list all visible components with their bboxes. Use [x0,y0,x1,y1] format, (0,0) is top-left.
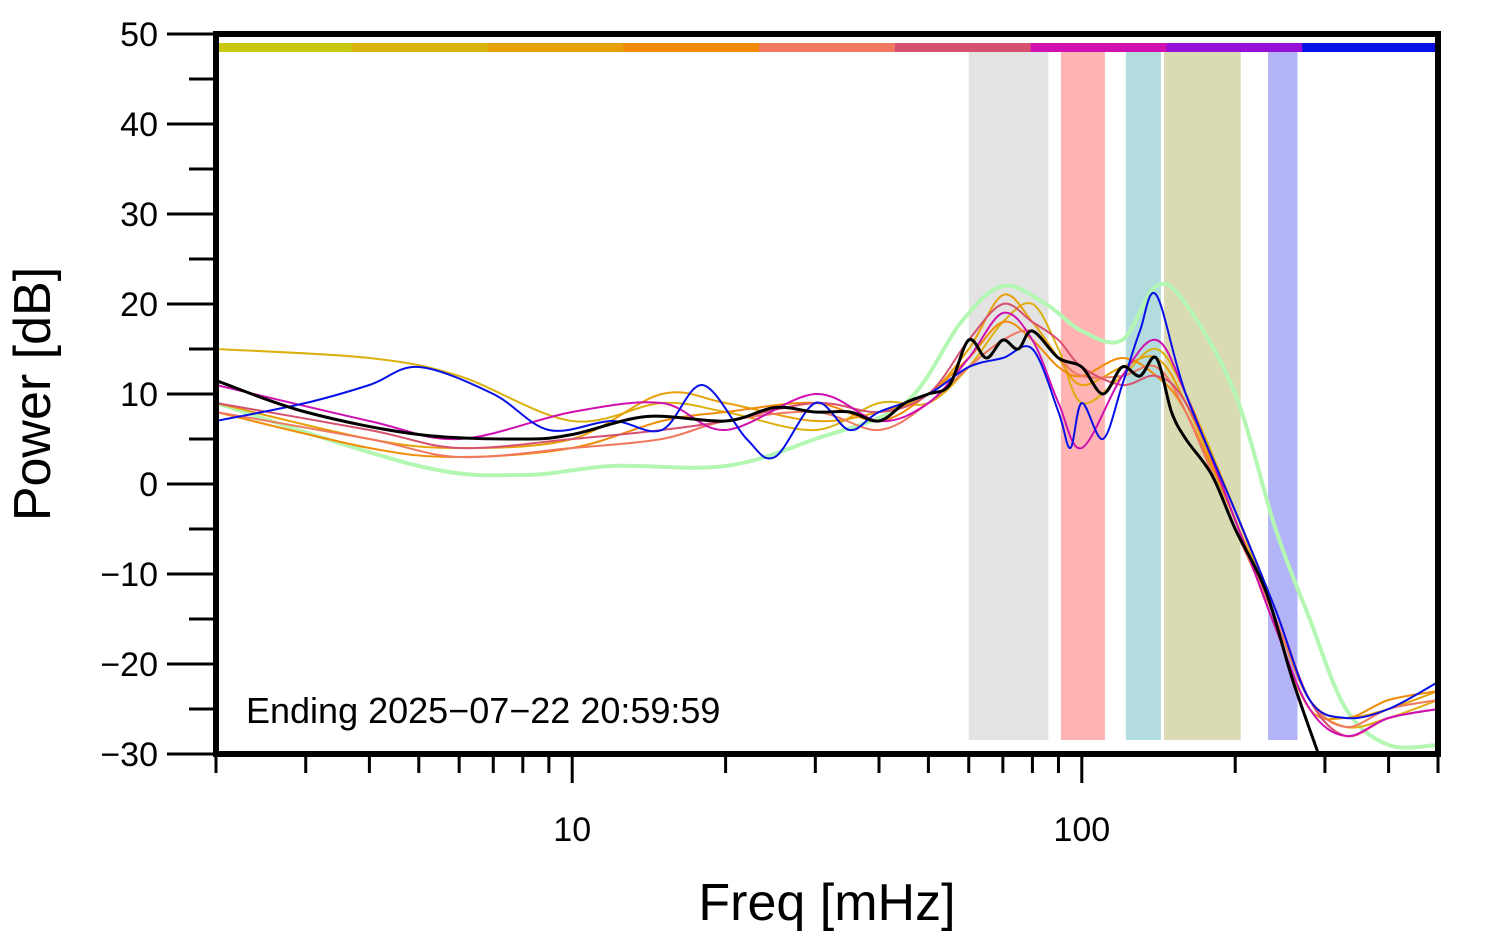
y-tick-label-10: 10 [120,376,158,414]
y-axis-ticks: −30 −20 −10 0 10 20 30 40 50 [100,16,213,774]
y-axis-label: Power [dB] [4,267,62,521]
x-tick-label-10: 10 [553,811,591,849]
series-line-5 [216,302,1438,738]
frequency-bands [968,52,1298,740]
series-lines [216,281,1438,754]
plot-frame [213,31,1441,757]
band-2 [1125,52,1161,740]
top-bar-segment-2 [487,43,624,52]
y-tick-label--10: −10 [100,556,158,594]
band-4 [1268,52,1298,740]
band-1 [1060,52,1105,740]
y-tick-label-20: 20 [120,286,158,324]
series-line-8 [216,329,1321,754]
series-line-2 [216,293,1438,721]
x-axis-ticks: 10 100 [214,757,1440,849]
y-tick-label-30: 30 [120,196,158,234]
y-tick-label-40: 40 [120,106,158,144]
y-tick-label--20: −20 [100,646,158,684]
top-bar-segment-7 [1166,43,1303,52]
top-bar-segment-8 [1302,43,1439,52]
series-line-0 [216,281,1438,750]
top-bar-segment-4 [759,43,896,52]
ending-timestamp-annotation: Ending 2025−07−22 20:59:59 [246,690,720,731]
top-color-bar [216,43,1439,52]
y-tick-label--30: −30 [100,736,158,774]
series-line-1 [216,302,1438,729]
top-bar-segment-5 [894,43,1032,52]
series-line-6 [216,311,1438,738]
x-axis-label: Freq [mHz] [698,874,955,932]
series-line-4 [216,329,1438,729]
band-0 [968,52,1049,740]
y-tick-label-50: 50 [120,16,158,54]
top-bar-segment-3 [623,43,760,52]
series-line-7 [216,291,1438,720]
series-line-3 [216,320,1438,719]
top-bar-segment-6 [1030,43,1167,52]
x-tick-label-100: 100 [1053,811,1110,849]
top-bar-segment-1 [351,43,489,52]
y-tick-label-0: 0 [139,466,158,504]
top-bar-segment-0 [216,43,353,52]
